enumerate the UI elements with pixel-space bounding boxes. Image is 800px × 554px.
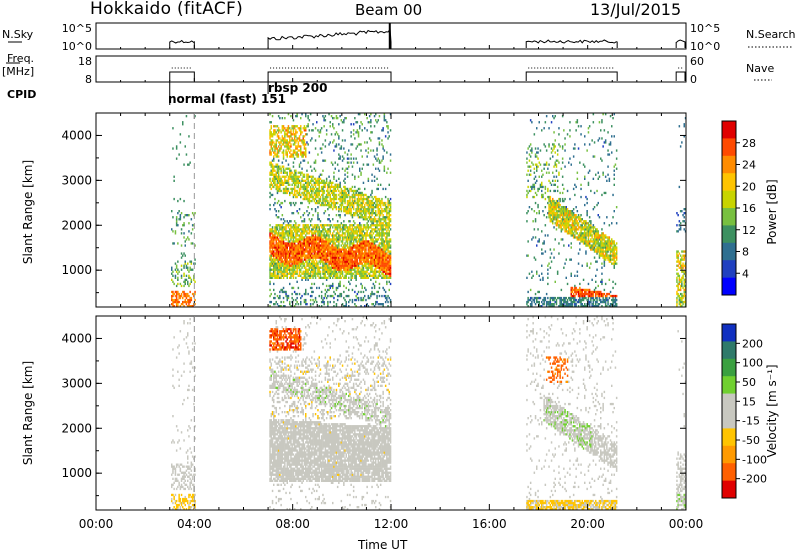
x-axis-label: Time UT [358,538,408,552]
velocity-colorbar-tick-label: -15 [742,415,760,428]
freq-trace [267,71,392,81]
power-colorbar-tick-label: 28 [742,137,756,150]
velocity-colorbar-tick-label: -50 [742,434,760,447]
velocity-ylabel: Slant Range [km] [21,360,35,466]
velocity-colorbar-tick-label: -200 [742,473,767,486]
cpid-mode-rbsp: rbsp 200 [268,81,328,95]
velocity-colorbar-tick-label: 100 [742,357,763,370]
freq-label: Freq. [7,52,35,65]
date-title: 13/Jul/2015 [590,0,682,19]
nsky-tick-bottom: 10^0 [62,40,92,53]
velocity-colorbar-tick-label: 50 [742,376,756,389]
velocity-ytick-label: 3000 [61,376,92,390]
velocity-scatter-cells [171,316,687,511]
nsky-label: N.Sky [2,28,34,41]
freq-trace [525,71,618,81]
velocity-colorbar-swatch [722,358,736,377]
cpid-label: CPID [7,88,37,101]
velocity-colorbar-swatch [722,324,736,342]
x-tick-label: 20:00 [570,517,605,531]
velocity-colorbar-swatch [722,411,736,429]
velocity-ytick-label: 4000 [61,331,92,345]
power-scatter-cells [171,113,687,308]
station-title: Hokkaido (fitACF) [90,0,244,19]
freq-trace [675,71,686,81]
power-colorbar-swatch [722,173,736,191]
nsky-tick-top: 10^5 [62,22,92,35]
freq-trace [169,71,195,81]
velocity-colorbar-label: Velocity [m s⁻¹] [765,364,779,458]
nave-tick-top: 60 [690,55,704,68]
power-colorbar-tick-label: 4 [742,267,749,280]
velocity-colorbar-swatch [722,341,736,360]
power-colorbar-tick-label: 16 [742,202,756,215]
velocity-colorbar-swatch [722,463,736,481]
velocity-colorbar-tick-label: -100 [742,453,767,466]
velocity-colorbar-tick-label: 15 [742,395,756,408]
power-colorbar-swatch [722,260,736,278]
x-tick-label: 04:00 [177,517,212,531]
velocity-colorbar-swatch [722,445,736,464]
power-ytick-label: 1000 [61,263,92,277]
cpid-mode-normal: normal (fast) 151 [168,92,286,106]
nsky-trace [169,39,195,48]
x-tick-label: 00:00 [669,517,704,531]
power-colorbar-tick-label: 20 [742,180,756,193]
x-tick-label: 08:00 [275,517,310,531]
x-tick-label: 00:00 [79,517,114,531]
power-colorbar-swatch [722,277,736,296]
beam-title: Beam 00 [355,1,423,19]
freq-unit-label: [MHz] [2,65,35,78]
nsearch-tick-bottom: 10^0 [690,40,720,53]
velocity-colorbar-frame [721,323,737,499]
power-colorbar-swatch [722,138,736,157]
power-ytick-label: 3000 [61,173,92,187]
power-colorbar-label: Power [dB] [765,179,779,245]
nave-label: Nave [746,62,775,75]
velocity-ytick-label: 1000 [61,466,92,480]
power-ylabel: Slant Range [km] [21,159,35,265]
velocity-colorbar-swatch [722,376,736,394]
power-colorbar-swatch [722,155,736,174]
nsky-trace [267,27,392,48]
power-colorbar-tick-label: 12 [742,224,756,237]
freq-tick-bottom: 8 [85,73,92,86]
power-colorbar-tick-label: 8 [742,246,749,259]
power-ytick-label: 2000 [61,218,92,232]
nsky-trace [525,39,618,48]
x-tick-label: 16:00 [472,517,507,531]
power-ytick-label: 4000 [61,128,92,142]
power-colorbar-tick-label: 24 [742,159,756,172]
velocity-colorbar-swatch [722,428,736,447]
nsky-trace [675,39,686,48]
velocity-colorbar-swatch [722,480,736,499]
power-colorbar-swatch [722,121,736,139]
power-colorbar-swatch [722,242,736,261]
velocity-ytick-label: 2000 [61,421,92,435]
freq-tick-top: 18 [78,55,92,68]
velocity-colorbar-swatch [722,393,736,412]
power-colorbar-swatch [722,190,736,209]
x-tick-label: 12:00 [374,517,409,531]
nsearch-tick-top: 10^5 [690,22,720,35]
nsearch-label: N.Search [746,28,796,41]
nave-tick-bottom: 0 [690,73,697,86]
velocity-colorbar-tick-label: 200 [742,337,763,350]
power-colorbar-swatch [722,225,736,244]
power-colorbar-swatch [722,208,736,226]
